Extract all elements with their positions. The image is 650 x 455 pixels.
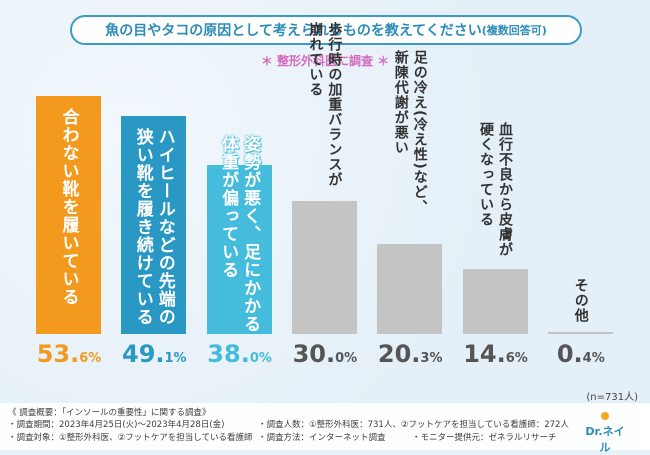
survey-method: ・調査方法：インターネット調査 — [258, 433, 386, 443]
survey-target: ・調査対象：①整形外科医、②フットケアを担当している看護師 — [8, 433, 253, 443]
value-integer: 30. — [292, 340, 336, 368]
bar-4 — [291, 200, 357, 334]
category-label-line: ハイヒールなどの先端の — [154, 127, 175, 326]
category-label: 合わない靴を履いている — [58, 108, 80, 306]
sample-size: (n=731人) — [586, 392, 638, 403]
survey-period: ・調査期間：2023年4月25日(火)～2023年4月28日(金) — [8, 420, 225, 430]
logo-foot-icon — [601, 412, 609, 420]
category-label: ハイヒールなどの先端の 狭い靴を履き続けている — [132, 128, 176, 326]
value-decimal: 4% — [582, 351, 605, 366]
subtitle: ＊ 整形外科医に調査 ＊ — [260, 54, 390, 68]
value-decimal: 6% — [79, 351, 102, 366]
value-label: 38.0% — [200, 340, 280, 368]
category-label-line: 新陳代謝が悪い — [392, 49, 409, 155]
logo-text: Dr.ネイル — [585, 425, 625, 454]
category-label-line: その他 — [572, 277, 589, 323]
value-decimal: 1% — [164, 351, 187, 366]
value-integer: 38. — [207, 340, 250, 368]
category-label-line: 硬くなっている — [478, 121, 494, 227]
title-suffix: (複数回答可) — [481, 24, 547, 37]
value-label: 14.6% — [456, 340, 536, 368]
category-label-line: 体重が偏っている — [218, 135, 239, 280]
category-label-line: 足の冷え(冷え性)など、 — [411, 49, 428, 215]
bar-2 — [121, 115, 187, 334]
category-label-line: 血行不良から皮膚が — [497, 121, 513, 257]
category-label: 血行不良から皮膚が 硬くなっている — [476, 122, 514, 257]
category-label-line: 狭い靴を履き続けている — [132, 127, 153, 326]
bar-3 — [206, 165, 272, 334]
survey-count: ・調査人数：①整形外科医：731人、②フットケアを担当している看護師：272人 — [258, 420, 569, 430]
value-integer: 53. — [36, 340, 80, 368]
value-label: 20.3% — [370, 340, 450, 368]
bar-7 — [547, 332, 613, 334]
category-label: その他 — [571, 278, 590, 323]
value-integer: 20. — [377, 340, 421, 368]
value-decimal: 3% — [420, 351, 443, 366]
value-integer: 49. — [122, 340, 165, 368]
category-label: 足の冷え(冷え性)など、 新陳代謝が悪い — [391, 50, 429, 215]
value-integer: 14. — [463, 340, 506, 368]
value-decimal: 0% — [335, 351, 358, 366]
title-text: 魚の目やタコの原因として考えられるものを教えてください — [105, 23, 482, 39]
bar-5 — [377, 243, 443, 334]
survey-monitor: ・モニター提供元：ゼネラルリサーチ — [412, 433, 557, 443]
value-integer: 0. — [556, 340, 583, 368]
bar-chart: 合わない靴を履いている 53.6% ハイヒールなどの先端の 狭い靴を履き続けている 49… — [29, 22, 621, 368]
category-label-line: 合わない靴を履いている — [58, 108, 79, 306]
value-label: 30.0% — [285, 340, 365, 368]
dr-nail-logo: Dr.ネイル — [580, 410, 630, 454]
bar-1 — [36, 96, 101, 334]
category-label-line: 姿勢が悪く、足にかかる — [240, 135, 261, 334]
value-decimal: 6% — [505, 351, 528, 366]
survey-footer: 《 調査概要：「インソールの重要性」に関する調査》 ・調査期間：2023年4月2… — [0, 403, 650, 450]
category-label: 姿勢が悪く、足にかかる 体重が偏っている — [217, 135, 261, 333]
category-label-line: 歩行時の加重バランスが — [326, 22, 343, 188]
value-decimal: 0% — [249, 351, 272, 366]
bar-6 — [462, 269, 528, 334]
chart-title: 魚の目やタコの原因として考えられるものを教えてください (複数回答可) — [70, 15, 582, 45]
category-label-line: 崩れている — [307, 22, 324, 98]
category-label: 歩行時の加重バランスが 崩れている — [305, 22, 343, 187]
value-label: 49.1% — [114, 340, 194, 368]
value-label: 0.4% — [541, 340, 621, 368]
value-label: 53.6% — [29, 340, 109, 368]
survey-summary: 《 調査概要：「インソールの重要性」に関する調査》 — [8, 408, 211, 418]
